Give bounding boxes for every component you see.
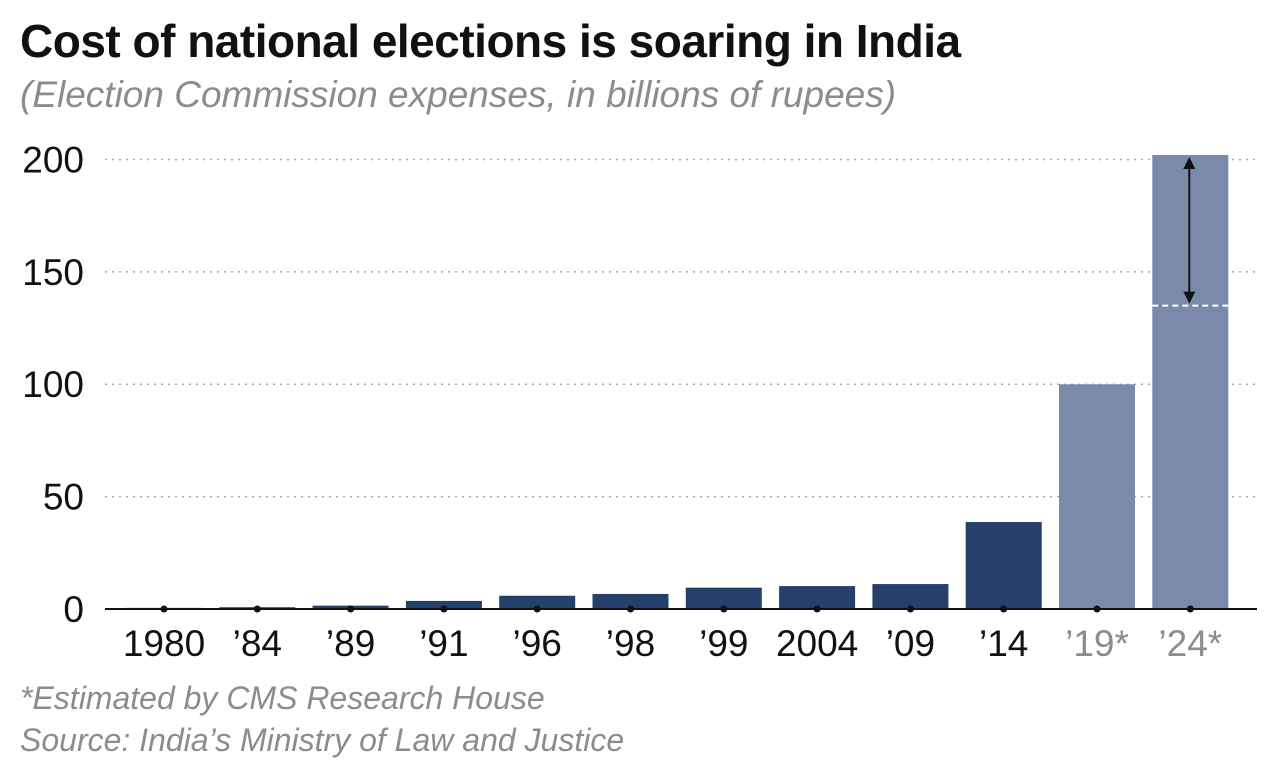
x-tick-label: 2004 xyxy=(776,623,858,664)
axis-dot xyxy=(1000,605,1008,613)
chart-title: Cost of national elections is soaring in… xyxy=(20,15,961,67)
bar-91 xyxy=(405,600,482,609)
x-tick-label: ’99 xyxy=(699,623,748,664)
x-tick-label: ’98 xyxy=(606,623,655,664)
y-tick-label: 50 xyxy=(43,477,84,518)
bar-14 xyxy=(965,522,1042,609)
y-tick-label: 100 xyxy=(22,364,84,405)
bar-98 xyxy=(592,593,669,609)
x-tick-label: ’24* xyxy=(1158,623,1222,664)
bar-19 xyxy=(1059,384,1135,609)
x-tick-label: 1980 xyxy=(123,623,205,664)
x-tick-label: ’14 xyxy=(979,623,1028,664)
bars xyxy=(126,155,1229,609)
axis-dot xyxy=(720,605,728,613)
x-tick-label: ’84 xyxy=(233,623,282,664)
arrow-down-icon xyxy=(1183,291,1196,304)
bar-96 xyxy=(499,595,576,609)
y-axis-ticks: 0 50 100 150 200 xyxy=(22,139,84,630)
axis-dot xyxy=(533,605,541,613)
axis-dot xyxy=(906,605,914,613)
axis-dot xyxy=(440,605,448,613)
x-tick-label: ’91 xyxy=(419,623,468,664)
axis-dot xyxy=(813,605,821,613)
y-tick-label: 200 xyxy=(22,139,84,180)
axis-dot xyxy=(253,605,261,613)
x-axis-ticks: 1980 ’84 ’89 ’91 ’96 ’98 ’99 2004 ’09 ’14 ’19* ’24* xyxy=(123,623,1222,664)
x-tick-label: ’09 xyxy=(886,623,935,664)
y-tick-label: 150 xyxy=(22,252,84,293)
x-tick-label: ’19* xyxy=(1065,623,1129,664)
bar-09 xyxy=(872,584,949,609)
axis-dots xyxy=(160,605,1194,613)
x-tick-label: ’89 xyxy=(326,623,375,664)
footnote: *Estimated by CMS Research House xyxy=(20,680,545,716)
axis-dot xyxy=(1186,605,1194,613)
bar-2004 xyxy=(779,586,856,609)
bar-99 xyxy=(685,587,762,609)
y-tick-label: 0 xyxy=(63,589,84,630)
axis-dot xyxy=(347,605,355,613)
axis-dot xyxy=(627,605,634,613)
source-note: Source: India’s Ministry of Law and Just… xyxy=(20,722,625,758)
axis-dot xyxy=(160,605,168,613)
annotations xyxy=(1152,157,1229,307)
x-tick-label: ’96 xyxy=(513,623,562,664)
axis-dot xyxy=(1093,605,1101,613)
arrow-up-icon xyxy=(1183,157,1196,169)
chart-subtitle: (Election Commission expenses, in billio… xyxy=(20,74,897,115)
